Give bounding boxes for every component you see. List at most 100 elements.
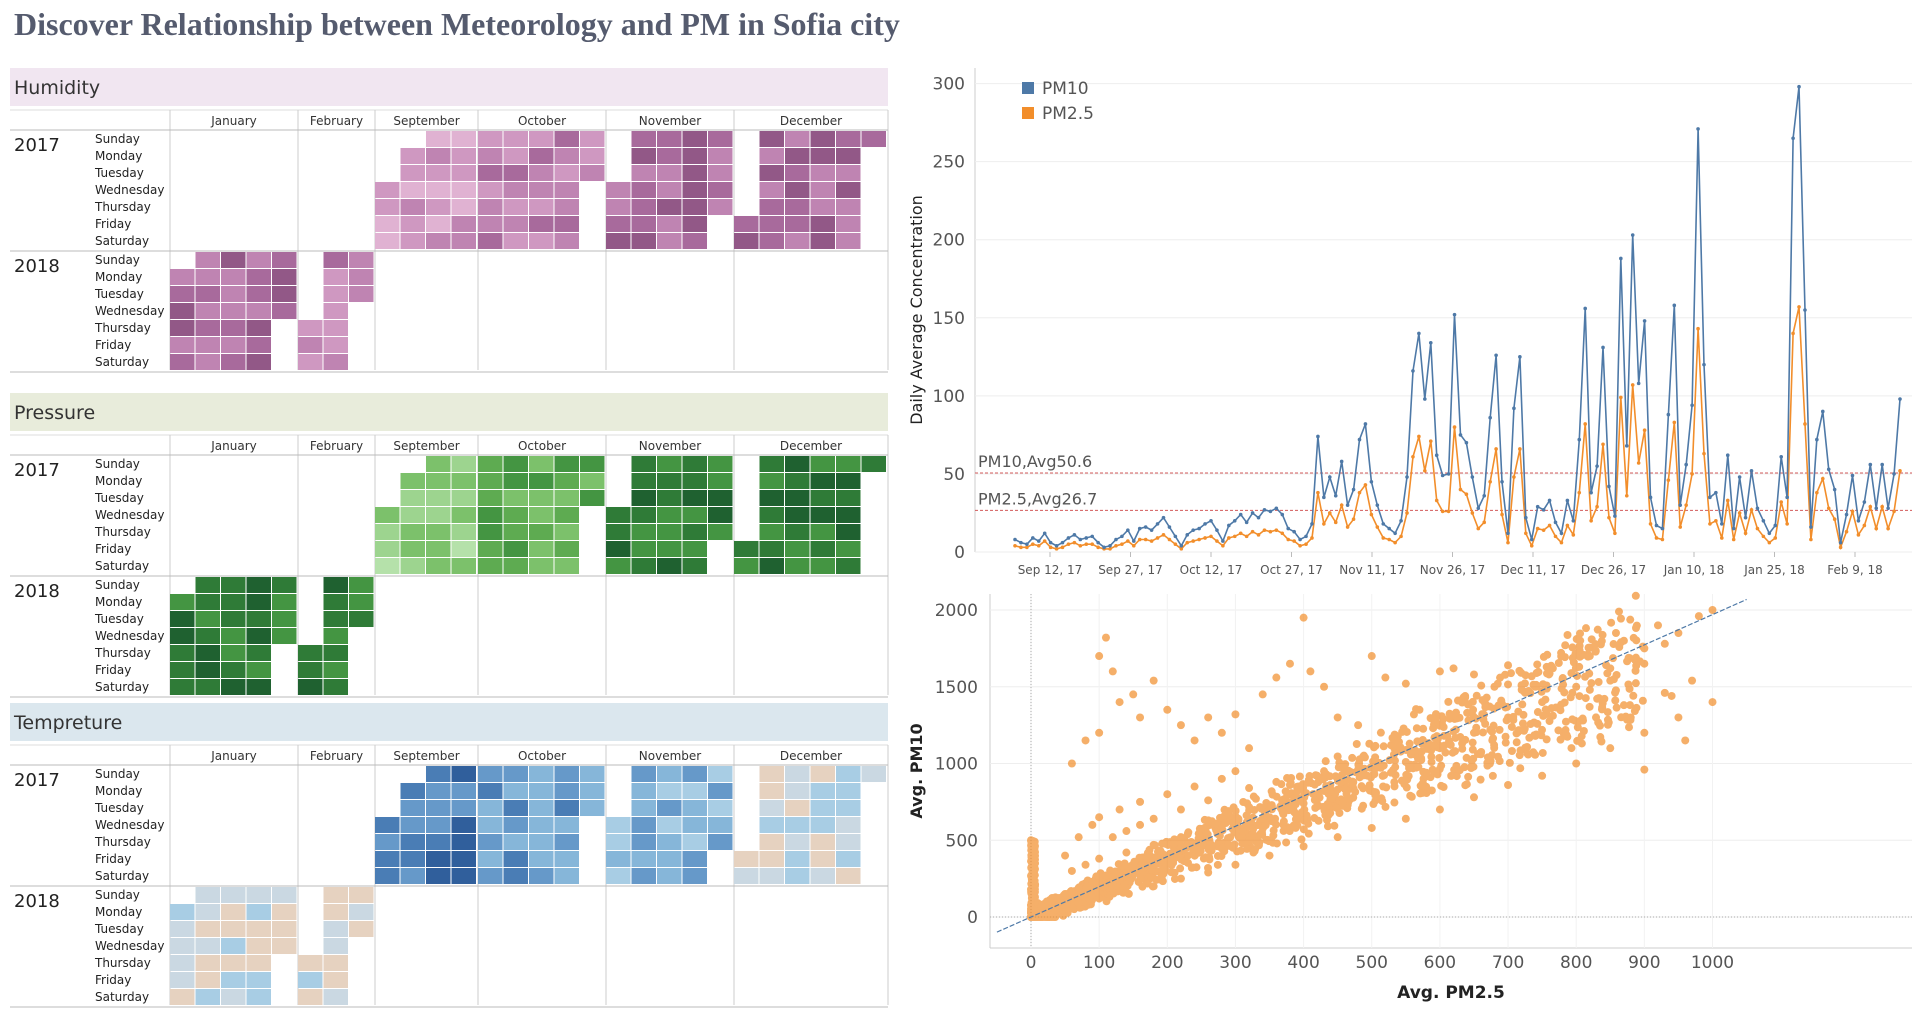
reference-label: PM10,Avg50.6: [978, 452, 1092, 471]
heatmap-cell: [810, 868, 835, 884]
data-point: [1720, 536, 1724, 540]
data-point: [1327, 511, 1332, 515]
series-line-pm25: [1014, 306, 1901, 551]
heatmap-cell: [682, 766, 707, 782]
month-label: December: [780, 114, 842, 128]
scatter-point: [1381, 673, 1390, 682]
data-point: [1173, 542, 1178, 546]
heatmap-cell: [170, 679, 195, 695]
heatmap-cell: [682, 148, 707, 164]
heatmap-cell: [631, 131, 656, 147]
heatmap-cell: [503, 783, 528, 799]
heatmap-cell: [195, 594, 220, 610]
data-point: [1541, 508, 1546, 512]
heatmap-cell: [785, 524, 810, 540]
scatter-point: [1323, 800, 1332, 809]
scatter-point: [1269, 826, 1278, 835]
scatter-point: [1557, 700, 1566, 709]
scatter-point: [1136, 874, 1145, 883]
heatmap-cell: [195, 337, 220, 353]
heatmap-cell: [323, 628, 348, 644]
data-point: [1215, 528, 1219, 532]
heatmap-cell: [400, 783, 425, 799]
scatter-point: [1376, 728, 1385, 737]
scatter-point: [1251, 794, 1260, 803]
scatter-point: [1388, 734, 1397, 743]
heatmap-cell: [451, 868, 476, 884]
heatmap-cell: [554, 800, 579, 816]
heatmap-cell: [400, 541, 425, 557]
heatmap-cell: [400, 868, 425, 884]
day-label: Saturday: [95, 869, 149, 883]
scatter-point: [1229, 818, 1238, 827]
data-point: [1363, 483, 1368, 487]
scatter-point: [1175, 853, 1184, 862]
data-point: [1607, 515, 1611, 520]
scatter-point: [1138, 882, 1147, 891]
heatmap-cell: [195, 662, 220, 678]
scatter-point: [1504, 661, 1513, 670]
scatter-point: [1147, 873, 1156, 882]
scatter-point: [1176, 721, 1185, 730]
scatter-point: [1587, 635, 1596, 644]
heatmap-cell: [836, 851, 861, 867]
heatmap-cell: [734, 216, 759, 232]
data-point: [1630, 383, 1635, 387]
heatmap-cell: [759, 817, 784, 833]
scatter-point: [1359, 784, 1368, 793]
data-point: [1577, 437, 1582, 442]
heatmap-cell: [195, 303, 220, 319]
heatmap-cell: [759, 199, 784, 215]
heatmap-cell: [810, 800, 835, 816]
heatmap-cell: [836, 868, 861, 884]
heatmap-cell: [657, 800, 682, 816]
heatmap-cell: [836, 148, 861, 164]
heatmap-cell: [682, 199, 707, 215]
scatter-point: [1142, 854, 1151, 863]
data-point: [1096, 545, 1100, 550]
scatter-point: [1333, 833, 1342, 842]
heatmap-cell: [657, 148, 682, 164]
legend-label: PM2.5: [1042, 104, 1094, 124]
scatter-point: [1170, 839, 1179, 848]
data-point: [1654, 536, 1659, 540]
heatmap-cell: [323, 320, 348, 336]
heatmap-cell: [170, 662, 195, 678]
data-point: [1054, 547, 1059, 551]
data-point: [1078, 543, 1083, 548]
data-point: [1506, 540, 1510, 545]
data-point: [1868, 504, 1873, 509]
heatmap-cell: [554, 507, 579, 523]
scatter-point: [1516, 764, 1525, 773]
heatmap-cell: [426, 541, 451, 557]
data-point: [1221, 539, 1225, 543]
scatter-point: [1542, 662, 1551, 671]
heatmap-cell: [195, 887, 220, 903]
heatmap-cell: [657, 456, 682, 472]
heatmap-cell: [529, 182, 554, 198]
scatter-point: [1371, 741, 1380, 750]
scatter-point: [1379, 761, 1388, 770]
heatmap-cell: [195, 972, 220, 988]
data-point: [1304, 542, 1308, 546]
heatmap-cell: [478, 868, 503, 884]
scatter-point: [1272, 777, 1281, 786]
data-point: [1399, 534, 1403, 539]
scatter-point: [1231, 827, 1240, 836]
scatter-point: [1223, 834, 1232, 843]
heatmap-cell: [246, 611, 271, 627]
heatmap-cell: [375, 851, 400, 867]
heatmap-cell: [529, 817, 554, 833]
heatmap-cell: [836, 800, 861, 816]
scatter-point: [1176, 833, 1185, 842]
heatmap-cell: [606, 182, 631, 198]
scatter-point: [1566, 693, 1575, 702]
scatter-point: [1497, 696, 1506, 705]
scatter-point: [1504, 713, 1513, 722]
heatmap-cell: [195, 921, 220, 937]
heatmap-cell: [478, 165, 503, 181]
heatmap-cell: [631, 199, 656, 215]
scatter-point: [1708, 698, 1717, 707]
scatter-point: [1029, 866, 1038, 875]
heatmap-cell: [375, 233, 400, 249]
